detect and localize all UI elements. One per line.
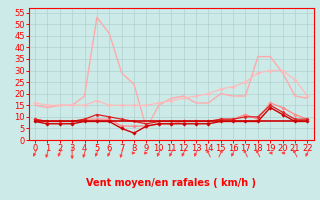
Text: Vent moyen/en rafales ( km/h ): Vent moyen/en rafales ( km/h ) (86, 178, 256, 188)
